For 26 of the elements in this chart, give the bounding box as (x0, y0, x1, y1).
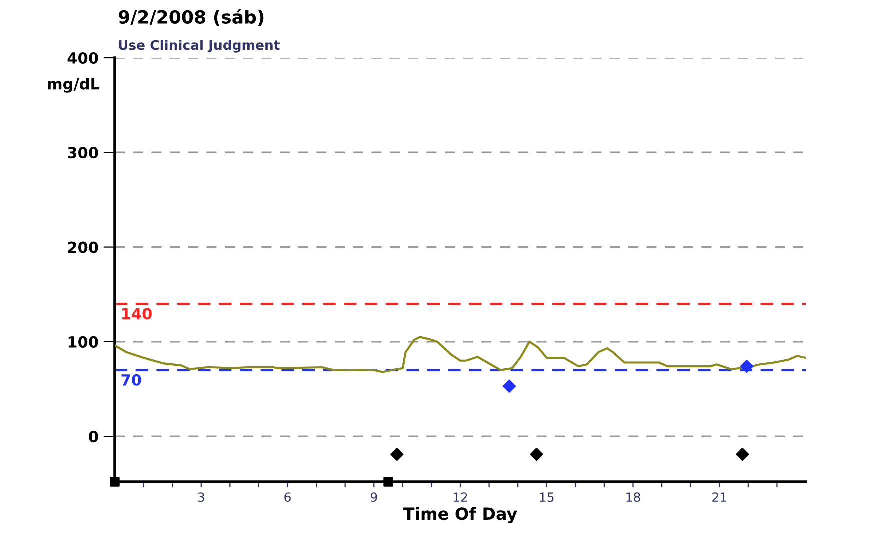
x-tick-label: 18 (626, 492, 640, 502)
point (740, 360, 754, 374)
line-series (115, 336, 806, 374)
y-axis-title: mg/dL (48, 78, 100, 93)
x-tick-label: 15 (540, 492, 554, 502)
y-tick-label: 300 (68, 147, 98, 159)
chart-subtitle: Use Clinical Judgment (119, 40, 280, 53)
chart-title: 9/2/2008 (sáb) (118, 9, 264, 26)
x-tick-label: 3 (198, 492, 204, 502)
x-tick-label: 6 (284, 492, 291, 502)
x-tick-label: 21 (712, 492, 726, 502)
x-tick-label: 9 (370, 492, 378, 502)
y-tick-label: 400 (68, 52, 98, 64)
x-axis-title: Time Of Day (403, 507, 518, 524)
point (502, 380, 516, 393)
point (530, 448, 544, 462)
x-tick-label: 12 (454, 492, 468, 502)
point (390, 448, 404, 462)
y-tick-label: 100 (68, 336, 98, 348)
point (110, 477, 120, 487)
ref-line-label: 70 (122, 374, 142, 386)
ref-line-label: 140 (122, 308, 152, 320)
y-tick-label: 200 (68, 242, 98, 254)
y-tick-label: 0 (89, 431, 98, 443)
point (736, 448, 750, 462)
point (384, 477, 394, 487)
